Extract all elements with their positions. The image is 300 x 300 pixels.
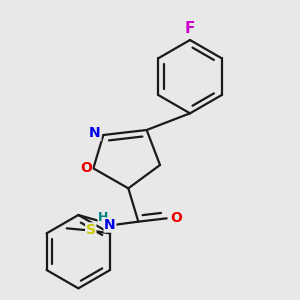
Text: N: N <box>89 126 101 140</box>
Text: F: F <box>185 21 195 36</box>
Text: O: O <box>80 161 92 175</box>
Text: S: S <box>86 223 96 237</box>
Text: N: N <box>104 218 116 232</box>
Text: H: H <box>98 211 109 224</box>
Text: O: O <box>171 211 183 225</box>
